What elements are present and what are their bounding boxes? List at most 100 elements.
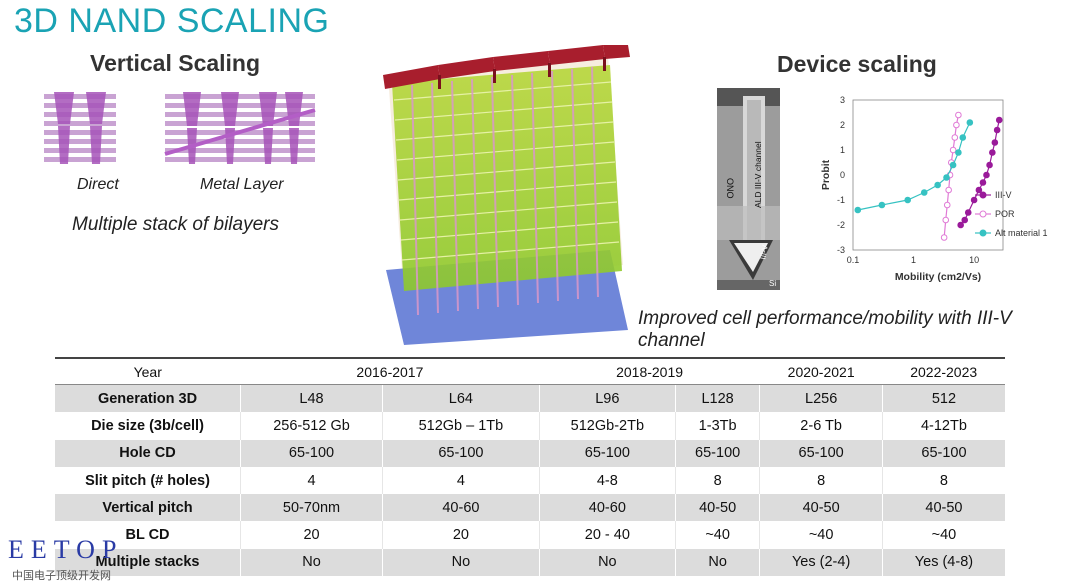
direct-label: Direct [77,176,119,193]
table-cell: 512 [881,384,1005,413]
direct-stack-diagram [44,92,116,164]
data-point [955,149,962,156]
table-cell: 40-60 [382,494,540,522]
legend-label: Alt material 1 [995,228,1048,238]
table-cell: No [382,548,540,577]
data-point [959,134,967,141]
data-point [989,149,996,156]
header-year: Year [55,357,241,385]
table-cell: 512Gb – 1Tb [382,412,540,440]
data-point [942,216,950,224]
data-point [964,209,972,216]
table-cell: L96 [538,384,676,413]
nand-3d-illustration [383,45,630,345]
legend-label: III-V [995,190,1012,200]
series-line [857,122,971,211]
table-cell: 20 [239,521,383,549]
data-point [945,186,952,194]
metal-layer-label: Metal Layer [200,176,284,193]
y-axis-label: Probit [820,159,832,190]
table-row: Slit pitch (# holes) 4 4 4-8 8 8 8 [55,466,1005,495]
table-cell: 40-50 [881,494,1005,522]
table-row: Die size (3b/cell) 256-512 Gb 512Gb – 1Tb 5… [55,412,1005,440]
row-label: Slit pitch (# holes) [55,466,241,495]
tem-label-iiiv: III-V [758,244,770,261]
table-cell: 65-100 [881,439,1005,467]
table-row: Hole CD 65-100 65-100 65-100 65-100 65-100 65-… [55,439,1005,467]
table-cell: 512Gb-2Tb [538,412,676,440]
data-point [943,174,950,181]
data-point [975,186,983,194]
x-tick-label: 10 [969,255,979,265]
y-tick-label: -3 [837,245,845,255]
data-point [878,201,886,209]
header-year-group: 2022-2023 [882,357,1005,385]
row-label: Multiple stacks [55,548,241,577]
table-row: Generation 3D L48 L64 L96 L128 L256 512 [55,384,1005,413]
watermark-logo: EETOP [8,535,124,564]
table-cell: 65-100 [538,439,676,467]
row-label: Hole CD [55,439,241,467]
row-label: Die size (3b/cell) [55,412,241,440]
row-label: Vertical pitch [55,494,241,522]
data-point [949,161,957,169]
table-cell: 20 [382,521,540,549]
table-cell: 8 [881,466,1005,495]
table-cell: 8 [759,466,883,495]
table-cell: 65-100 [382,439,540,467]
data-point [986,161,993,169]
tem-label-channel: ALD III-V channel [753,141,763,208]
data-point [983,171,990,179]
data-point [955,111,962,119]
data-point [957,221,964,229]
table-cell: L64 [382,384,540,413]
table-cell: 40-60 [538,494,676,522]
vertical-scaling-heading: Vertical Scaling [90,50,261,76]
data-point [951,134,959,141]
table-cell: No [674,548,760,577]
y-tick-label: -1 [837,195,845,205]
series-line [960,119,1000,226]
header-year-group: 2018-2019 [539,357,760,385]
data-point [993,126,1001,134]
x-tick-label: 1 [911,255,916,265]
data-point [940,234,948,241]
table-cell: 65-100 [239,439,383,467]
table-row: Multiple stacks No No No No Yes (2-4) Yes (4-8… [55,548,1005,577]
y-tick-label: 2 [840,120,845,130]
scaling-table: Year 2016-2017 2018-2019 2020-2021 2022-… [55,357,1005,577]
table-cell: ~40 [759,521,883,549]
table-cell: 4 [382,466,540,495]
data-point [904,196,911,204]
data-point [961,216,969,224]
tem-label-ono: ONO [725,178,735,199]
plot-frame [852,99,1004,251]
row-label: Generation 3D [55,384,241,413]
table-cell: 2-6 Tb [759,412,883,440]
watermark-subtitle: 中国电子顶级开发网 [12,570,111,582]
x-tick-label: 0.1 [847,255,860,265]
tem-label-si: Si [769,279,776,288]
table-cell: ~40 [674,521,760,549]
table-cell: Yes (4-8) [881,548,1005,577]
data-point [953,121,960,129]
legend-marker [979,229,987,237]
table-cell: No [538,548,676,577]
device-scaling-heading: Device scaling [777,51,937,77]
table-cell: 40-50 [674,494,760,522]
y-tick-label: 3 [840,95,845,105]
table-cell: 4-12Tb [881,412,1005,440]
data-point [854,206,862,214]
data-point [991,139,999,146]
table-cell: 4 [239,466,383,495]
device-caption: Improved cell performance/mobility with … [638,308,1012,351]
data-point [966,119,974,126]
table-cell: 1-3Tb [674,412,760,440]
table-row: Vertical pitch 50-70nm 40-60 40-60 40-50 40-5… [55,494,1005,522]
table-cell: L128 [674,384,760,413]
data-point [979,179,987,186]
table-row: BL CD 20 20 20 - 40 ~40 ~40 ~40 [55,521,1005,549]
header-year-group: 2020-2021 [759,357,883,385]
x-axis-label: Mobility (cm2/Vs) [895,271,981,283]
